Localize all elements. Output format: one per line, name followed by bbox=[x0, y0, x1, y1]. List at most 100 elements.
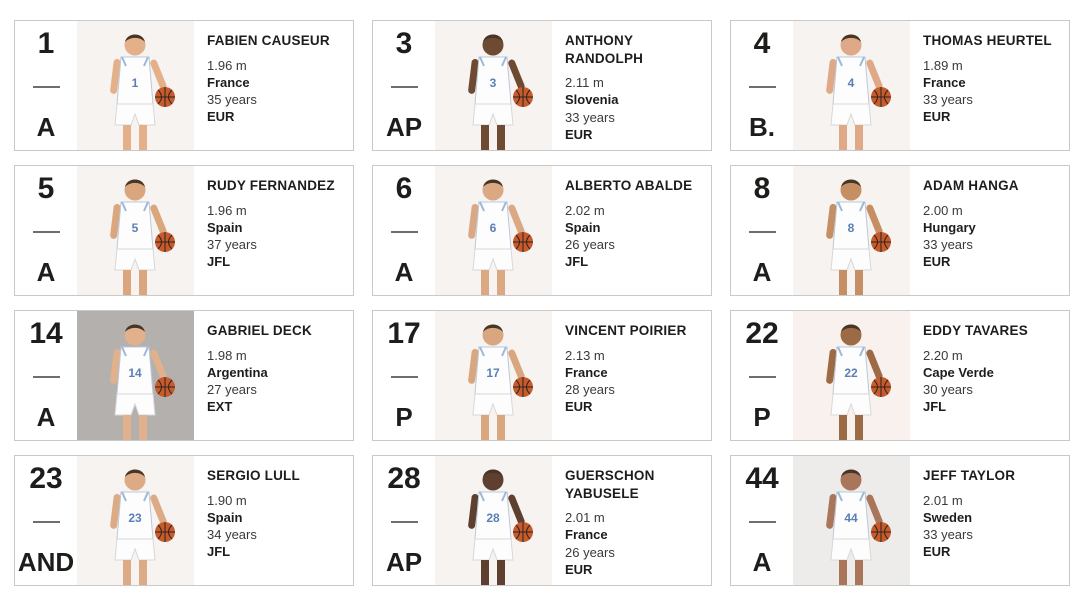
player-photo: 1 bbox=[77, 21, 194, 150]
player-license: JFL bbox=[923, 399, 947, 415]
player-number-column: 8 A bbox=[731, 166, 793, 295]
player-height: 2.11 m bbox=[565, 75, 604, 91]
number-position-divider bbox=[390, 85, 418, 88]
player-age: 33 years bbox=[923, 237, 973, 253]
player-license: EXT bbox=[207, 399, 233, 415]
player-name: JEFF TAYLOR bbox=[923, 468, 1016, 483]
player-height: 1.98 m bbox=[207, 347, 247, 363]
player-number-column: 3 AP bbox=[373, 21, 435, 150]
player-photo: 23 bbox=[77, 456, 194, 585]
player-name: ANTHONY RANDOLPH bbox=[565, 33, 644, 66]
player-card[interactable]: 14 A 14 bbox=[14, 310, 354, 441]
position-label: B. bbox=[749, 111, 775, 142]
jersey-number-print: 6 bbox=[490, 221, 497, 235]
player-figure-icon: 28 bbox=[435, 456, 552, 585]
player-country: Spain bbox=[565, 219, 601, 235]
player-height: 2.01 m bbox=[565, 510, 605, 526]
player-name: RUDY FERNANDEZ bbox=[207, 178, 335, 193]
player-card[interactable]: 17 P 17 bbox=[372, 310, 712, 441]
player-card[interactable]: 1 A 1 bbox=[14, 20, 354, 151]
player-info: ALBERTO ABALDE 2.02 m Spain 26 years JFL bbox=[552, 166, 711, 295]
player-license: EUR bbox=[923, 109, 951, 125]
jersey-number: 44 bbox=[745, 462, 779, 495]
player-card[interactable]: 8 A 8 bbox=[730, 165, 1070, 296]
basketball-icon bbox=[155, 522, 175, 542]
player-photo: 17 bbox=[435, 311, 552, 440]
player-number-column: 17 P bbox=[373, 311, 435, 440]
number-position-divider bbox=[32, 375, 60, 378]
basketball-icon bbox=[871, 232, 891, 252]
position-label: A bbox=[36, 401, 56, 432]
basketball-icon bbox=[155, 377, 175, 397]
player-country: Spain bbox=[207, 509, 243, 525]
player-country: France bbox=[565, 364, 608, 380]
player-license: JFL bbox=[207, 254, 231, 270]
player-license: JFL bbox=[207, 544, 231, 560]
jersey-number-print: 17 bbox=[486, 366, 500, 380]
number-position-divider bbox=[748, 230, 776, 233]
player-card[interactable]: 22 P 22 bbox=[730, 310, 1070, 441]
player-figure-icon: 6 bbox=[435, 166, 552, 295]
player-figure-icon: 3 bbox=[435, 21, 552, 150]
jersey-number: 23 bbox=[29, 462, 63, 495]
player-card[interactable]: 5 A 5 bbox=[14, 165, 354, 296]
player-name: ADAM HANGA bbox=[923, 178, 1019, 193]
player-license: EUR bbox=[923, 544, 951, 560]
position-label: P bbox=[395, 401, 413, 432]
player-height: 2.20 m bbox=[923, 347, 963, 363]
player-info: EDDY TAVARES 2.20 m Cape Verde 30 years … bbox=[910, 311, 1069, 440]
player-figure-icon: 14 bbox=[77, 311, 194, 440]
player-country: France bbox=[923, 74, 966, 90]
player-card[interactable]: 6 A 6 bbox=[372, 165, 712, 296]
player-height: 1.89 m bbox=[923, 57, 963, 73]
player-country: Slovenia bbox=[565, 92, 619, 108]
jersey-number: 8 bbox=[753, 172, 771, 205]
player-photo: 3 bbox=[435, 21, 552, 150]
player-name: EDDY TAVARES bbox=[923, 323, 1028, 338]
player-number-column: 14 A bbox=[15, 311, 77, 440]
player-age: 33 years bbox=[923, 527, 973, 543]
position-label: A bbox=[36, 256, 56, 287]
player-age: 28 years bbox=[565, 382, 615, 398]
player-number-column: 44 A bbox=[731, 456, 793, 585]
player-photo: 14 bbox=[77, 311, 194, 440]
basketball-icon bbox=[513, 232, 533, 252]
player-name: FABIEN CAUSEUR bbox=[207, 33, 330, 48]
player-card[interactable]: 4 B. 4 bbox=[730, 20, 1070, 151]
jersey-number-print: 28 bbox=[486, 511, 500, 525]
position-label: A bbox=[752, 256, 772, 287]
player-figure-icon: 17 bbox=[435, 311, 552, 440]
player-info: VINCENT POIRIER 2.13 m France 28 years E… bbox=[552, 311, 711, 440]
jersey-number: 17 bbox=[387, 317, 421, 350]
player-height: 2.00 m bbox=[923, 202, 963, 218]
player-photo: 28 bbox=[435, 456, 552, 585]
player-photo: 8 bbox=[793, 166, 910, 295]
player-figure-icon: 4 bbox=[793, 21, 910, 150]
player-age: 37 years bbox=[207, 237, 257, 253]
number-position-divider bbox=[390, 375, 418, 378]
player-height: 2.01 m bbox=[923, 492, 963, 508]
player-info: RUDY FERNANDEZ 1.96 m Spain 37 years JFL bbox=[194, 166, 353, 295]
player-age: 26 years bbox=[565, 237, 615, 253]
number-position-divider bbox=[748, 375, 776, 378]
player-figure-icon: 22 bbox=[793, 311, 910, 440]
player-card[interactable]: 23 AND 23 bbox=[14, 455, 354, 586]
player-photo: 6 bbox=[435, 166, 552, 295]
player-country: Spain bbox=[207, 219, 243, 235]
player-figure-icon: 23 bbox=[77, 456, 194, 585]
player-photo: 44 bbox=[793, 456, 910, 585]
basketball-icon bbox=[155, 232, 175, 252]
position-label: A bbox=[752, 546, 772, 577]
player-card[interactable]: 44 A 44 bbox=[730, 455, 1070, 586]
player-country: Cape Verde bbox=[923, 364, 994, 380]
player-country: Argentina bbox=[207, 364, 268, 380]
player-age: 34 years bbox=[207, 527, 257, 543]
player-age: 33 years bbox=[923, 92, 973, 108]
jersey-number: 5 bbox=[37, 172, 55, 205]
player-card[interactable]: 28 AP 28 bbox=[372, 455, 712, 586]
player-country: Sweden bbox=[923, 509, 973, 525]
player-card[interactable]: 3 AP 3 bbox=[372, 20, 712, 151]
player-license: JFL bbox=[565, 254, 589, 270]
player-photo: 5 bbox=[77, 166, 194, 295]
player-number-column: 23 AND bbox=[15, 456, 77, 585]
